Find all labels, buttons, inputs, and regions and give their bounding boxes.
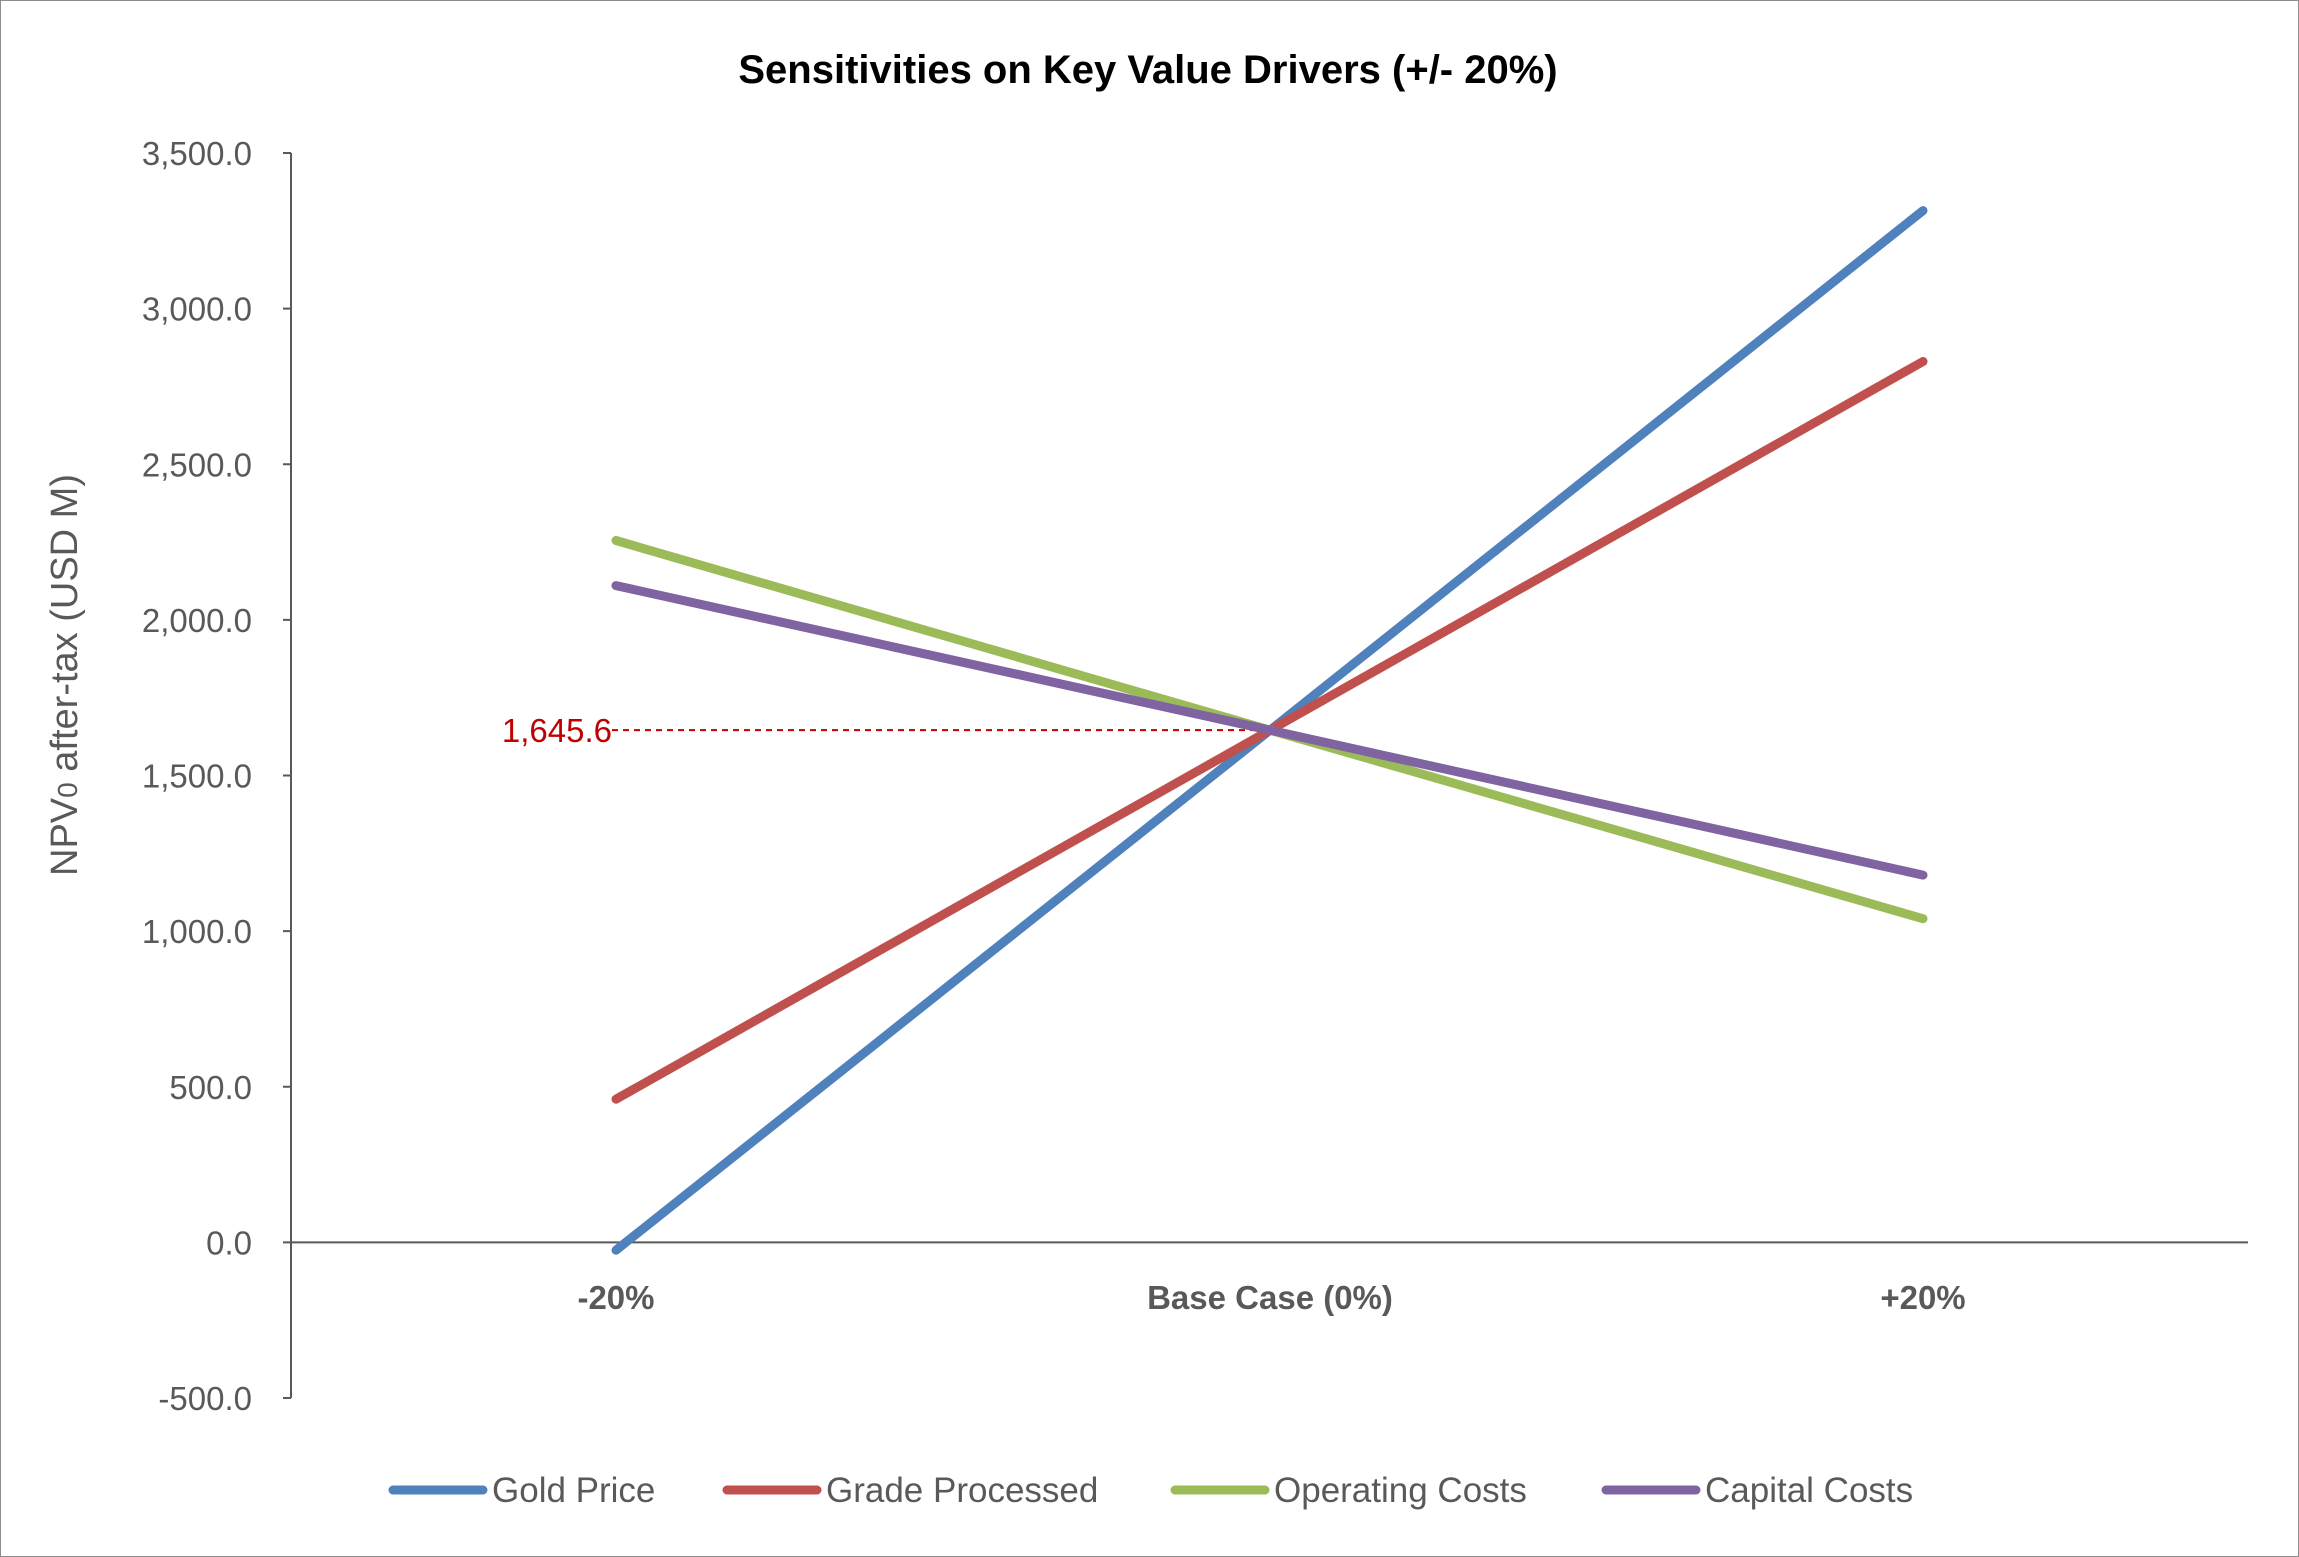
y-tick-label: 2,500.0 bbox=[142, 446, 252, 483]
y-tick-label: 2,000.0 bbox=[142, 602, 252, 639]
base-case-annotation: 1,645.6 bbox=[502, 712, 1270, 749]
legend: Gold Price Grade Processed Operating Costs… bbox=[388, 1471, 1913, 1510]
y-axis-title-subscript: 0 bbox=[52, 782, 83, 798]
series-lines bbox=[611, 206, 1928, 1255]
x-axis-labels: -20% Base Case (0%) +20% bbox=[577, 1279, 1965, 1316]
chart-title: Sensitivities on Key Value Drivers (+/- … bbox=[738, 48, 1557, 92]
x-category-label: Base Case (0%) bbox=[1147, 1279, 1393, 1316]
base-case-value-label: 1,645.6 bbox=[502, 712, 612, 749]
y-axis-title: NPV0 after-tax (USD M) bbox=[44, 474, 86, 876]
y-tick-label: 3,500.0 bbox=[142, 135, 252, 172]
y-tick-label: 1,000.0 bbox=[142, 913, 252, 950]
legend-label: Capital Costs bbox=[1705, 1471, 1913, 1510]
y-axis-title-main: NPV bbox=[44, 797, 86, 876]
legend-label: Gold Price bbox=[492, 1471, 655, 1510]
y-tick-label: 0.0 bbox=[206, 1224, 252, 1261]
series-line-capital-costs bbox=[611, 581, 1928, 880]
legend-label: Grade Processed bbox=[826, 1471, 1098, 1510]
y-tick-label: -500.0 bbox=[158, 1380, 252, 1417]
x-category-label: -20% bbox=[577, 1279, 654, 1316]
y-tick-label: 500.0 bbox=[169, 1069, 252, 1106]
y-tick-label: 3,000.0 bbox=[142, 291, 252, 328]
x-category-label: +20% bbox=[1880, 1279, 1965, 1316]
y-tick-label: 1,500.0 bbox=[142, 758, 252, 795]
y-axis-title-rest: after-tax (USD M) bbox=[44, 474, 86, 782]
y-axis-ticks: -500.0 0.0 500.0 1,000.0 1,500.0 2,000.0 2,500… bbox=[142, 135, 291, 1417]
legend-label: Operating Costs bbox=[1274, 1471, 1527, 1510]
